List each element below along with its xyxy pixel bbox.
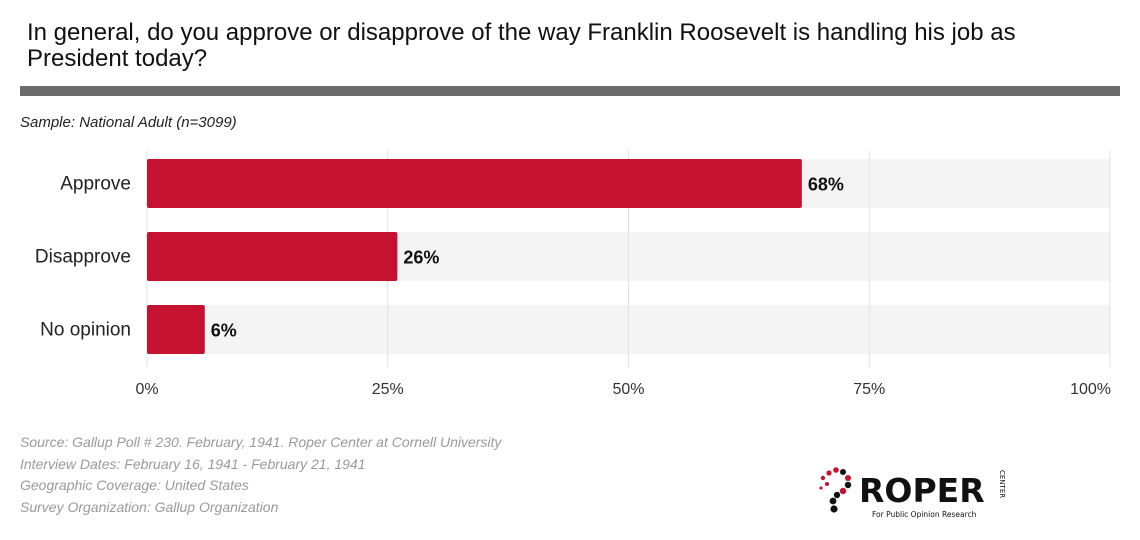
x-tick-label: 50% bbox=[612, 381, 644, 398]
bar bbox=[147, 159, 802, 208]
interview-dates-note: Interview Dates: February 16, 1941 - Feb… bbox=[20, 455, 366, 472]
chart-title: In general, do you approve or disapprove… bbox=[27, 19, 1016, 72]
source-notes: Source: Gallup Poll # 230. February, 194… bbox=[20, 432, 501, 518]
category-label: Disapprove bbox=[35, 247, 131, 268]
category-label: Approve bbox=[60, 174, 131, 195]
x-tick-label: 75% bbox=[853, 381, 885, 398]
logo-vertical-text: CENTER bbox=[998, 470, 1006, 498]
x-tick-label: 0% bbox=[135, 381, 158, 398]
logo-mark-icon bbox=[819, 467, 852, 513]
logo-tagline: For Public Opinion Research bbox=[872, 510, 977, 519]
x-tick-label: 25% bbox=[372, 381, 404, 398]
roper-center-logo: ROPER CENTER For Public Opinion Research bbox=[819, 467, 1006, 519]
sample-note: Sample: National Adult (n=3099) bbox=[20, 114, 237, 131]
organization-note: Survey Organization: Gallup Organization bbox=[20, 498, 279, 515]
bar bbox=[147, 305, 205, 354]
bar-value-label: 68% bbox=[808, 175, 844, 195]
bar bbox=[147, 232, 398, 281]
source-note: Source: Gallup Poll # 230. February, 194… bbox=[20, 434, 502, 450]
coverage-note: Geographic Coverage: United States bbox=[20, 477, 249, 493]
category-label: No opinion bbox=[40, 320, 131, 341]
title-divider bbox=[20, 86, 1120, 96]
bar-value-label: 6% bbox=[211, 321, 237, 341]
bar-chart: 68% Approve 26% Disapprove 6% No opinion 0% 25%… bbox=[35, 150, 1111, 398]
logo-wordmark: ROPER bbox=[859, 471, 985, 510]
x-tick-label: 100% bbox=[1070, 381, 1111, 398]
bar-value-label: 26% bbox=[403, 248, 439, 268]
